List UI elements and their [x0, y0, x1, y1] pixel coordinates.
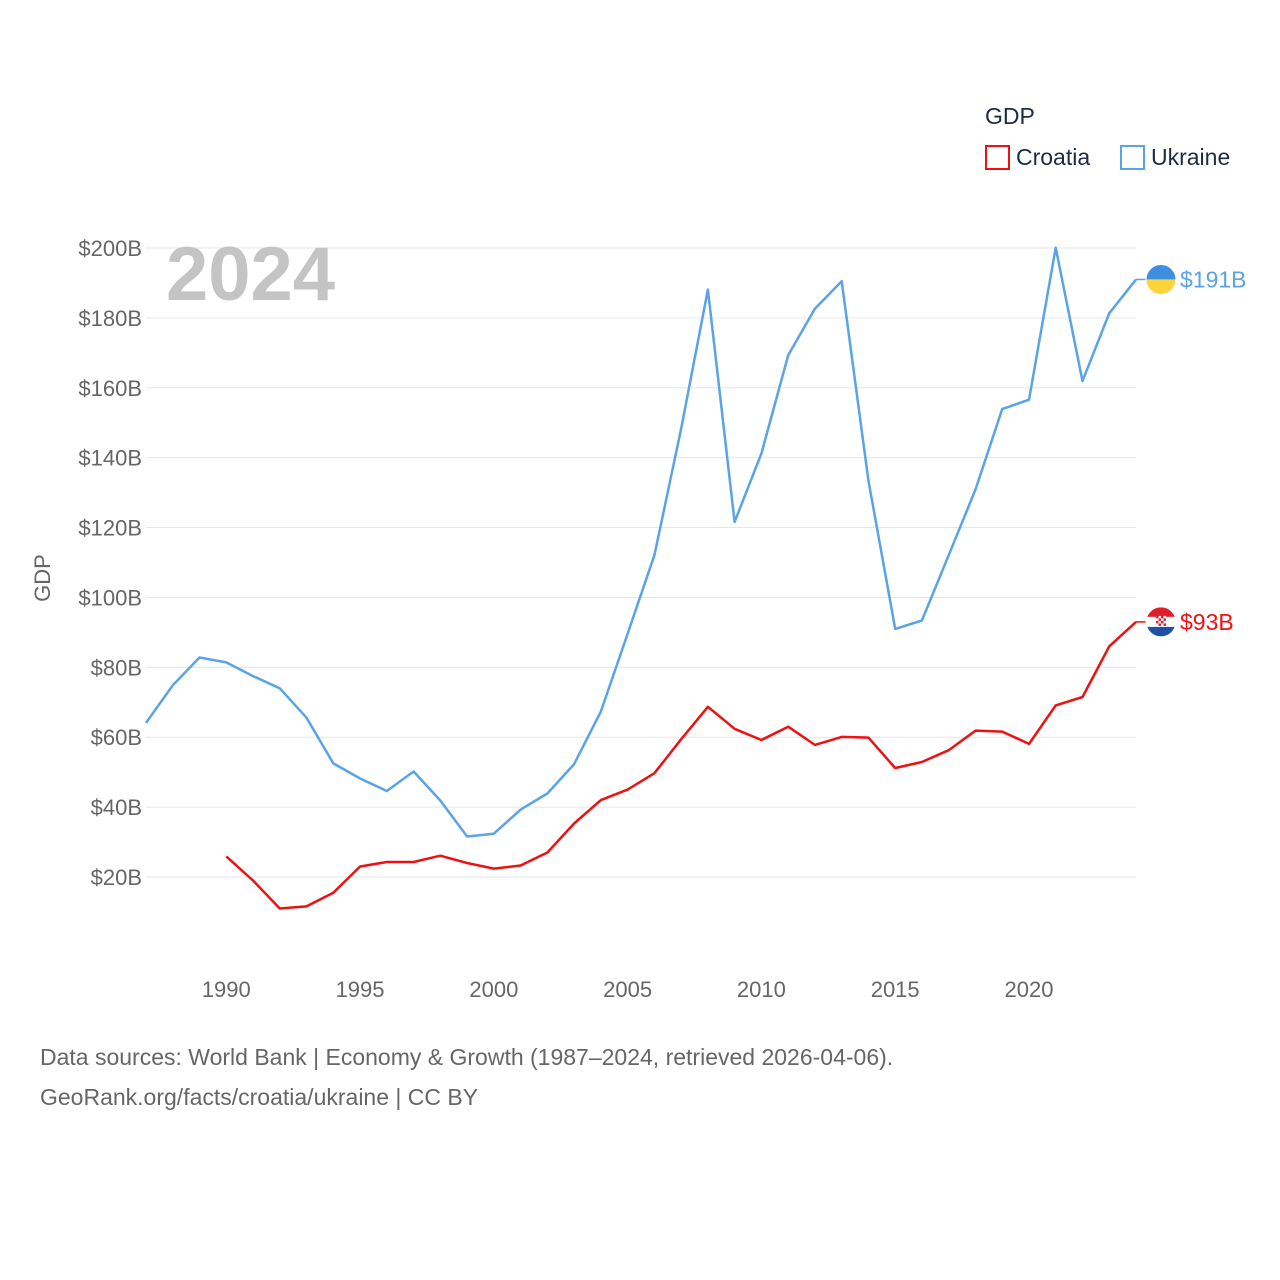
legend-title: GDP	[985, 103, 1035, 129]
x-tick-label: 2020	[1004, 977, 1053, 1002]
x-tick-label: 2000	[469, 977, 518, 1002]
x-axis-ticks: 1990 1995 2000 2005 2010 2015 2020	[202, 977, 1054, 1002]
y-tick-label: $200B	[78, 236, 142, 261]
y-tick-label: $20B	[91, 865, 142, 890]
y-tick-label: $100B	[78, 585, 142, 610]
y-axis-ticks: $20B $40B $60B $80B $100B $120B $140B $160B $180…	[78, 236, 142, 890]
x-tick-label: 2005	[603, 977, 652, 1002]
series-line-ukraine[interactable]	[144, 246, 1137, 838]
y-tick-label: $40B	[91, 795, 142, 820]
x-tick-label: 2010	[737, 977, 786, 1002]
croatia-flag-icon	[1145, 606, 1177, 638]
legend-swatch-croatia[interactable]	[985, 145, 1010, 170]
footer-link[interactable]: GeoRank.org/facts/croatia/ukraine | CC B…	[40, 1084, 479, 1110]
y-tick-label: $140B	[78, 446, 142, 471]
x-tick-label: 2015	[871, 977, 920, 1002]
legend-swatch-ukraine[interactable]	[1120, 145, 1145, 170]
end-value-label-croatia: $93B	[1180, 609, 1234, 635]
year-watermark: 2024	[166, 232, 335, 317]
legend: GDP Croatia Ukraine	[985, 103, 1230, 170]
y-axis-title: GDP	[30, 554, 55, 602]
legend-label-croatia[interactable]: Croatia	[1016, 144, 1090, 170]
series-line-croatia[interactable]	[225, 620, 1137, 910]
footer-sources: Data sources: World Bank | Economy & Gro…	[40, 1044, 894, 1070]
x-tick-label: 1995	[336, 977, 385, 1002]
ukraine-flag-icon	[1145, 263, 1177, 295]
end-value-label-ukraine: $191B	[1180, 266, 1247, 292]
y-tick-label: $160B	[78, 376, 142, 401]
y-tick-label: $180B	[78, 306, 142, 331]
y-tick-label: $80B	[91, 655, 142, 680]
y-tick-label: $60B	[91, 725, 142, 750]
series-end-markers: $93B $191B	[1136, 263, 1247, 638]
y-tick-label: $120B	[78, 516, 142, 541]
series-lines	[144, 246, 1137, 910]
legend-label-ukraine[interactable]: Ukraine	[1151, 144, 1230, 170]
x-tick-label: 1990	[202, 977, 251, 1002]
